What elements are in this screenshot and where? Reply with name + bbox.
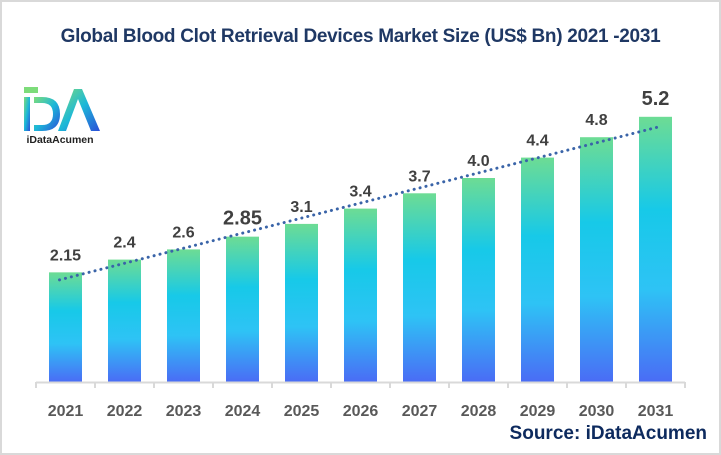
trendline bbox=[58, 124, 663, 282]
data-label-2024: 2.85 bbox=[223, 208, 262, 230]
x-tick-label-2030: 2030 bbox=[579, 403, 615, 420]
x-tick-label-2029: 2029 bbox=[520, 403, 556, 420]
logo-text: iDataAcumen bbox=[26, 134, 94, 146]
bar-2026 bbox=[344, 208, 377, 382]
data-label-2023: 2.6 bbox=[172, 224, 194, 241]
x-tick-label-2022: 2022 bbox=[107, 403, 143, 420]
x-tick-label-2027: 2027 bbox=[402, 403, 438, 420]
bar-2023 bbox=[167, 249, 200, 382]
x-tick-label-2023: 2023 bbox=[166, 403, 202, 420]
x-tick-label-2028: 2028 bbox=[461, 403, 497, 420]
bar-2029 bbox=[521, 157, 554, 382]
x-tick-label-2031: 2031 bbox=[638, 403, 674, 420]
bar-2025 bbox=[285, 223, 318, 382]
data-label-2027: 3.7 bbox=[408, 168, 430, 185]
x-tick-label-2024: 2024 bbox=[225, 403, 261, 420]
bar-2024 bbox=[226, 236, 259, 382]
chart-title: Global Blood Clot Retrieval Devices Mark… bbox=[60, 26, 661, 47]
data-label-2026: 3.4 bbox=[349, 184, 371, 201]
data-label-2028: 4.0 bbox=[467, 153, 489, 170]
x-tick-label-2021: 2021 bbox=[48, 403, 84, 420]
bar-2021 bbox=[49, 272, 82, 382]
x-tick-label-2025: 2025 bbox=[284, 403, 320, 420]
idataacumen-logo-icon bbox=[24, 87, 100, 131]
bar-2022 bbox=[108, 259, 141, 382]
source-credit: Source: iDataAcumen bbox=[509, 423, 707, 444]
data-label-2021: 2.15 bbox=[50, 247, 81, 264]
bar-2028 bbox=[462, 178, 495, 382]
data-label-2031: 5.2 bbox=[642, 88, 670, 110]
data-label-2029: 4.4 bbox=[526, 133, 548, 150]
x-tick-label-2026: 2026 bbox=[343, 403, 379, 420]
data-label-2025: 3.1 bbox=[290, 199, 312, 216]
bar-2027 bbox=[403, 193, 436, 382]
data-label-2022: 2.4 bbox=[113, 235, 135, 252]
bar-2031 bbox=[639, 116, 672, 383]
data-label-2030: 4.8 bbox=[585, 112, 607, 129]
bar-2030 bbox=[580, 137, 613, 382]
